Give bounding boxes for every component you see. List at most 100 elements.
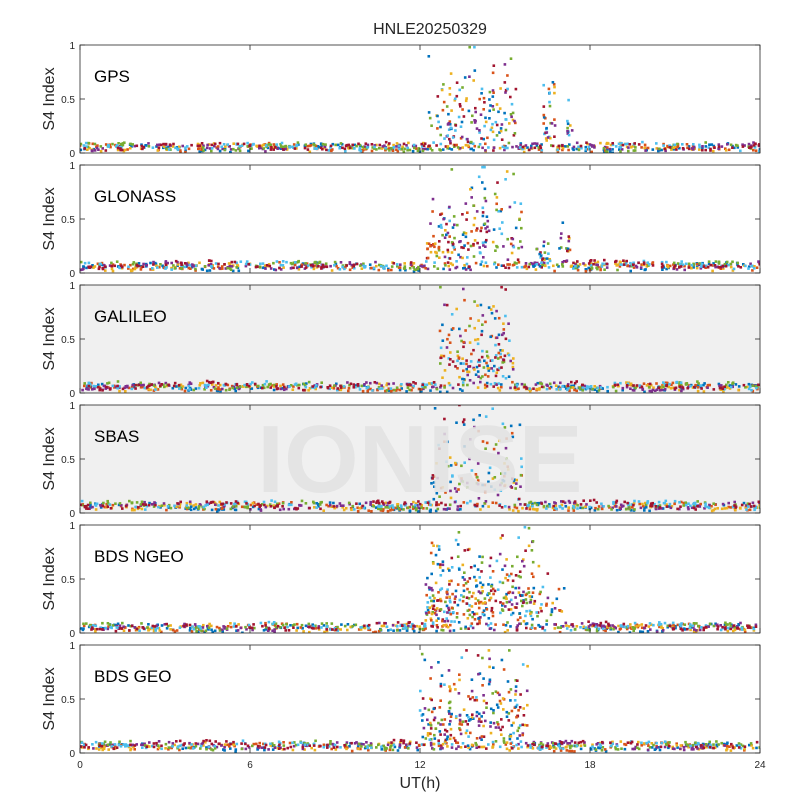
data-point bbox=[396, 621, 400, 624]
data-point bbox=[336, 625, 339, 629]
data-point bbox=[640, 744, 643, 747]
data-point bbox=[272, 385, 276, 388]
data-point bbox=[602, 505, 605, 508]
data-point bbox=[713, 146, 716, 149]
data-point bbox=[85, 145, 88, 148]
data-point bbox=[451, 136, 455, 139]
data-point bbox=[283, 626, 286, 629]
data-point bbox=[357, 747, 360, 751]
data-point bbox=[249, 382, 252, 386]
data-point bbox=[315, 502, 319, 505]
data-point bbox=[333, 264, 336, 267]
data-point bbox=[626, 142, 630, 146]
data-point bbox=[458, 146, 462, 150]
data-point bbox=[500, 138, 504, 141]
data-point bbox=[484, 199, 488, 203]
data-point bbox=[159, 384, 162, 387]
data-point bbox=[411, 386, 415, 389]
data-point bbox=[701, 745, 705, 748]
data-point bbox=[488, 592, 491, 595]
data-point bbox=[373, 381, 377, 384]
data-point bbox=[432, 381, 436, 384]
data-point bbox=[226, 383, 230, 387]
data-point bbox=[476, 482, 480, 486]
data-point bbox=[479, 113, 483, 116]
data-point bbox=[233, 502, 236, 506]
data-point bbox=[126, 384, 129, 388]
data-point bbox=[648, 382, 652, 386]
data-point bbox=[271, 629, 274, 632]
data-point bbox=[449, 141, 452, 145]
data-point bbox=[188, 263, 192, 267]
data-point bbox=[443, 440, 446, 443]
data-point bbox=[723, 385, 726, 388]
data-point bbox=[110, 261, 113, 265]
data-point bbox=[96, 262, 100, 266]
data-point bbox=[419, 388, 423, 391]
data-point bbox=[467, 746, 470, 749]
data-point bbox=[253, 382, 257, 386]
data-point bbox=[178, 506, 181, 509]
data-point bbox=[687, 502, 690, 505]
data-point bbox=[510, 115, 513, 119]
data-point bbox=[577, 148, 581, 152]
data-point bbox=[412, 500, 415, 504]
data-point bbox=[445, 390, 449, 393]
data-point bbox=[641, 630, 645, 633]
data-point bbox=[396, 387, 399, 391]
data-point bbox=[519, 616, 522, 619]
data-point bbox=[170, 261, 173, 265]
data-point bbox=[437, 120, 440, 124]
data-point bbox=[108, 503, 112, 506]
data-point bbox=[433, 407, 437, 410]
data-point bbox=[619, 507, 622, 511]
data-point bbox=[99, 626, 102, 629]
data-point bbox=[490, 585, 493, 588]
data-point bbox=[429, 617, 433, 620]
data-point bbox=[221, 267, 224, 270]
data-point bbox=[594, 625, 597, 629]
data-point bbox=[727, 381, 730, 384]
data-point bbox=[546, 596, 550, 600]
data-point bbox=[449, 126, 453, 130]
data-point bbox=[521, 145, 525, 149]
data-point bbox=[473, 239, 477, 242]
data-point bbox=[325, 503, 328, 507]
data-point bbox=[308, 625, 311, 629]
data-point bbox=[430, 572, 433, 576]
data-point bbox=[459, 255, 462, 259]
data-point bbox=[724, 264, 728, 268]
data-point bbox=[427, 55, 431, 58]
data-point bbox=[129, 146, 132, 150]
data-point bbox=[446, 745, 449, 748]
data-point bbox=[614, 389, 618, 393]
data-point bbox=[367, 628, 370, 631]
data-point bbox=[486, 136, 489, 140]
data-point bbox=[726, 744, 729, 748]
data-point bbox=[223, 627, 226, 630]
data-point bbox=[736, 625, 739, 629]
data-point bbox=[538, 265, 542, 268]
data-point bbox=[193, 623, 197, 626]
data-point bbox=[724, 627, 727, 631]
data-point bbox=[490, 126, 494, 130]
data-point bbox=[510, 431, 514, 435]
data-point bbox=[455, 260, 458, 263]
data-point bbox=[624, 743, 628, 747]
data-point bbox=[449, 351, 452, 354]
data-point bbox=[545, 623, 548, 626]
data-point bbox=[483, 222, 487, 226]
data-point bbox=[442, 507, 446, 511]
data-point bbox=[369, 381, 372, 385]
data-point bbox=[478, 576, 481, 579]
data-point bbox=[679, 500, 683, 504]
data-point bbox=[481, 241, 485, 244]
data-point bbox=[508, 600, 511, 604]
data-point bbox=[624, 142, 627, 146]
data-point bbox=[486, 354, 489, 358]
data-point bbox=[504, 446, 508, 450]
data-point bbox=[444, 600, 447, 604]
data-point bbox=[495, 559, 499, 563]
data-point bbox=[267, 627, 271, 630]
data-point bbox=[115, 144, 119, 147]
